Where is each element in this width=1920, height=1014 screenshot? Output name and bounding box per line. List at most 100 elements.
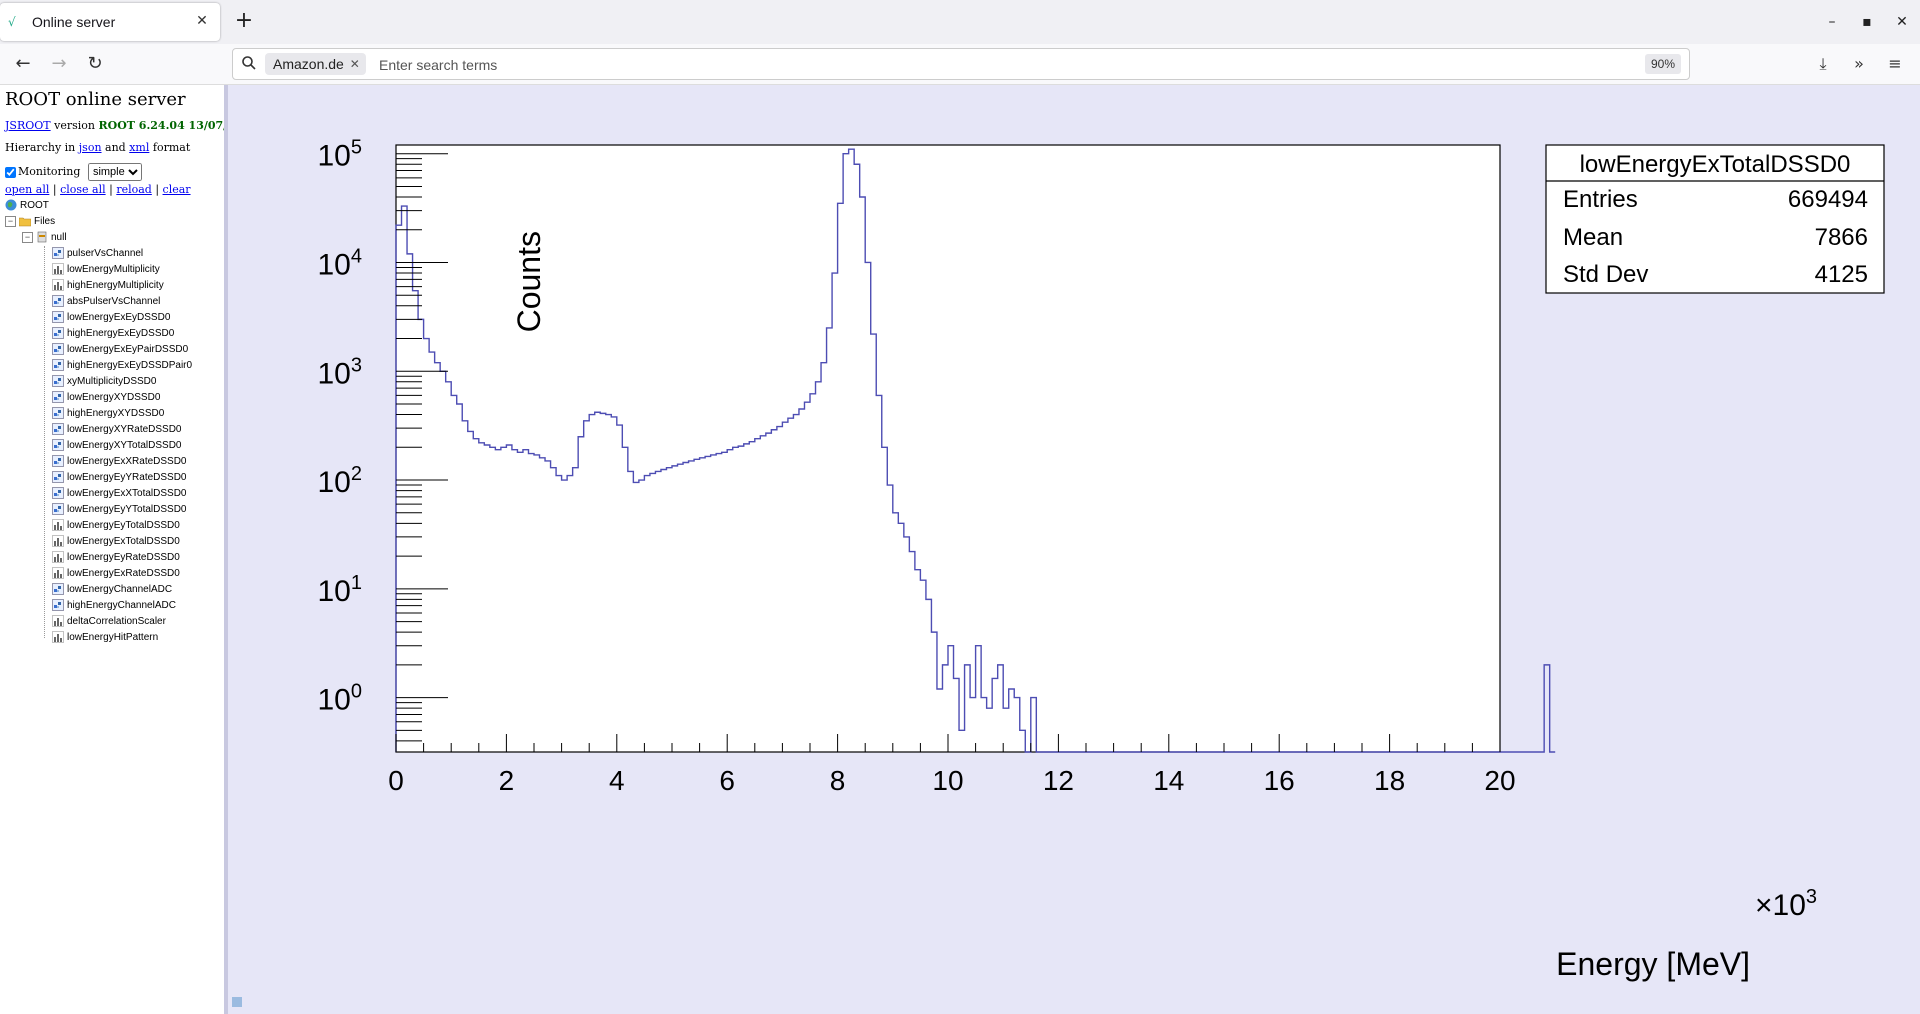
y-tick-exp: 0 <box>351 681 362 703</box>
tree-item[interactable]: highEnergyExEyDSSDPair0 <box>52 358 192 374</box>
jsroot-link[interactable]: JSROOT <box>5 119 51 132</box>
json-link[interactable]: json <box>78 141 102 154</box>
stats-box[interactable]: lowEnergyExTotalDSSD0 Entries 669494 Mea… <box>1545 144 1885 294</box>
histogram-1d-icon <box>52 279 64 292</box>
y-tick-label: 103 <box>318 354 363 390</box>
close-all-link[interactable]: close all <box>60 183 106 196</box>
close-tab-icon[interactable]: ✕ <box>196 13 208 29</box>
tree-item[interactable]: lowEnergyExRateDSSD0 <box>52 566 180 582</box>
tree-item[interactable]: absPulserVsChannel <box>52 294 160 310</box>
histogram-1d-icon <box>52 551 64 564</box>
tree-item[interactable]: highEnergyMultiplicity <box>52 278 164 294</box>
tree-item[interactable]: lowEnergyXYDSSD0 <box>52 390 160 406</box>
monitoring-label: Monitoring <box>18 165 81 178</box>
x-multiplier-base: ×10 <box>1755 889 1806 922</box>
histogram-2d-icon <box>52 359 64 372</box>
tree-item-label: lowEnergyEyTotalDSSD0 <box>67 520 180 531</box>
tree-root[interactable]: ROOT <box>5 198 49 214</box>
monitoring-mode-select[interactable]: simple <box>87 163 142 181</box>
histogram-line <box>395 148 1556 753</box>
tree-item-label: lowEnergyXYDSSD0 <box>67 392 161 403</box>
and-word: and <box>105 141 126 154</box>
panel-splitter[interactable] <box>224 85 228 1014</box>
reload-link[interactable]: reload <box>116 183 152 196</box>
jsroot-favicon-icon: √ <box>8 15 16 29</box>
tree-item[interactable]: lowEnergyEyRateDSSD0 <box>52 550 180 566</box>
tree-item-label: lowEnergyExRateDSSD0 <box>67 568 180 579</box>
x-tick-label: 6 <box>719 765 735 796</box>
tree-item[interactable]: lowEnergyXYRateDSSD0 <box>52 422 182 438</box>
remove-engine-icon[interactable]: ✕ <box>349 57 360 71</box>
browser-tab[interactable]: √ Online server ✕ <box>0 3 220 41</box>
search-icon <box>242 56 256 70</box>
tree-null[interactable]: − null <box>22 230 67 246</box>
tree-item[interactable]: lowEnergyMultiplicity <box>52 262 160 278</box>
tree-item[interactable]: lowEnergyEyYRateDSSD0 <box>52 470 187 486</box>
tree-item[interactable]: lowEnergyExEyPairDSSD0 <box>52 342 188 358</box>
tree-item[interactable]: lowEnergyExXTotalDSSD0 <box>52 486 187 502</box>
y-tick-base: 10 <box>318 140 351 173</box>
y-axis-label: Counts <box>511 231 547 332</box>
tree-item-label: lowEnergyChannelADC <box>67 584 173 595</box>
close-window-icon[interactable]: ✕ <box>1896 14 1908 30</box>
download-icon[interactable]: ⤓ <box>1819 54 1827 73</box>
search-engine-chip[interactable]: Amazon.de ✕ <box>265 53 366 75</box>
collapse-icon[interactable]: − <box>5 215 16 227</box>
tree-item[interactable]: lowEnergyExXRateDSSD0 <box>52 454 187 470</box>
x-multiplier-exp: 3 <box>1806 886 1817 908</box>
new-tab-button[interactable]: + <box>234 8 254 33</box>
stats-mean-label: Mean <box>1563 224 1623 251</box>
reload-icon[interactable]: ↻ <box>87 53 103 74</box>
tree-item[interactable]: pulserVsChannel <box>52 246 143 262</box>
tree-item-label: highEnergyExEyDSSD0 <box>67 328 175 339</box>
tree-item[interactable]: deltaCorrelationScaler <box>52 614 166 630</box>
tree-item[interactable]: lowEnergyEyYTotalDSSD0 <box>52 502 187 518</box>
histogram-2d-icon <box>52 503 64 516</box>
tab-title: Online server <box>32 14 116 30</box>
back-icon[interactable]: ← <box>15 53 31 74</box>
y-tick-exp: 3 <box>351 354 362 376</box>
tree-item-label: highEnergyChannelADC <box>67 600 176 611</box>
maximize-icon[interactable]: ▪ <box>1862 14 1872 30</box>
menu-icon[interactable]: ≡ <box>1888 54 1902 73</box>
x-tick-label: 12 <box>1043 765 1074 796</box>
tab-bar: √ Online server ✕ + – ▪ ✕ <box>0 0 1920 44</box>
resize-handle[interactable] <box>232 997 242 1007</box>
tree-item[interactable]: lowEnergyXYTotalDSSD0 <box>52 438 182 454</box>
x-tick-label: 2 <box>499 765 515 796</box>
tree-item[interactable]: lowEnergyExEyDSSD0 <box>52 310 170 326</box>
tree-item[interactable]: highEnergyExEyDSSD0 <box>52 326 174 342</box>
navigation-bar: ← → ↻ Amazon.de ✕ 90% ⤓ » ≡ <box>0 44 1920 85</box>
histogram-2d-icon <box>52 375 64 388</box>
tree-item[interactable]: highEnergyXYDSSD0 <box>52 406 164 422</box>
tree-item[interactable]: lowEnergyEyTotalDSSD0 <box>52 518 180 534</box>
y-tick-label: 104 <box>318 245 363 281</box>
xml-link[interactable]: xml <box>129 141 150 154</box>
tree-item[interactable]: xyMultiplicityDSSD0 <box>52 374 156 390</box>
url-bar[interactable]: Amazon.de ✕ 90% <box>232 48 1690 80</box>
monitoring-checkbox[interactable] <box>5 166 16 178</box>
stats-entries-value: 669494 <box>1788 186 1868 213</box>
collapse-icon[interactable]: − <box>22 231 33 243</box>
extensions-overflow-icon[interactable]: » <box>1854 54 1864 73</box>
minimize-icon[interactable]: – <box>1828 14 1836 30</box>
search-input[interactable] <box>377 53 1381 77</box>
open-all-link[interactable]: open all <box>5 183 50 196</box>
clear-link[interactable]: clear <box>162 183 191 196</box>
x-axis-label: Energy [MeV] <box>1556 946 1750 982</box>
zoom-level-badge[interactable]: 90% <box>1644 54 1681 74</box>
x-tick-label: 0 <box>388 765 404 796</box>
tree-files[interactable]: − Files <box>5 214 55 230</box>
histogram-2d-icon <box>52 599 64 612</box>
tree-item[interactable]: lowEnergyExTotalDSSD0 <box>52 534 180 550</box>
tree-item[interactable]: highEnergyChannelADC <box>52 598 176 614</box>
tree-item[interactable]: lowEnergyHitPattern <box>52 630 158 646</box>
tree-item-label: lowEnergyExTotalDSSD0 <box>67 536 180 547</box>
tree-item[interactable]: lowEnergyChannelADC <box>52 582 172 598</box>
histogram-1d-icon <box>52 535 64 548</box>
forward-icon[interactable]: → <box>51 53 67 74</box>
y-tick-label: 102 <box>318 463 363 499</box>
y-tick-base: 10 <box>318 248 351 281</box>
x-tick-label: 14 <box>1153 765 1184 796</box>
